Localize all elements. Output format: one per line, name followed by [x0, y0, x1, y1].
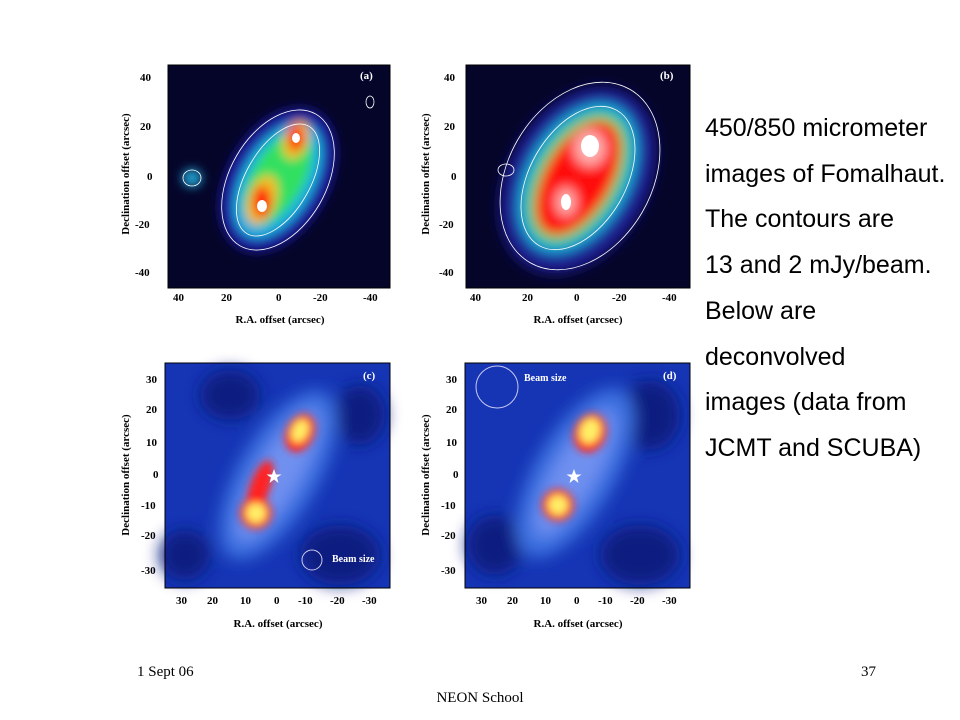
x-tick: 0	[574, 595, 580, 607]
x-tick: 40	[470, 292, 481, 304]
x-tick: 0	[574, 292, 580, 304]
y-tick: 0	[453, 469, 459, 481]
x-tick: 0	[274, 595, 280, 607]
panel-b: Declination offset (arcsec) 40 20 0 -20 …	[410, 60, 700, 340]
y-tick: 20	[444, 121, 455, 133]
y-tick: 0	[147, 171, 153, 183]
y-tick: 0	[451, 171, 457, 183]
x-tick: -40	[662, 292, 677, 304]
y-tick: 10	[446, 437, 457, 449]
x-tick: 30	[476, 595, 487, 607]
x-tick: -20	[313, 292, 328, 304]
y-tick: -30	[441, 565, 456, 577]
caption-line: 450/850 micrometer	[705, 114, 928, 142]
x-tick: 30	[176, 595, 187, 607]
panel-letter: (d)	[663, 370, 677, 382]
y-tick: -20	[141, 530, 156, 542]
y-tick: -20	[439, 219, 454, 231]
y-tick: 20	[140, 121, 151, 133]
map-image-a	[167, 64, 391, 289]
y-tick: 40	[140, 72, 151, 84]
y-tick: -30	[141, 565, 156, 577]
page-number: 37	[861, 664, 876, 680]
y-tick: 10	[146, 437, 157, 449]
x-tick: -20	[612, 292, 627, 304]
panel-letter: (a)	[360, 70, 373, 82]
y-tick: 30	[146, 374, 157, 386]
caption-line: images (data from	[705, 388, 907, 417]
panel-letter: (b)	[660, 70, 674, 82]
map-image-d	[464, 362, 691, 589]
caption-text: 450/850 micrometer images of Fomalhaut. …	[705, 106, 957, 472]
caption-line: The contours are	[705, 205, 894, 234]
caption-line: 13 and 2 mJy/beam.	[705, 251, 932, 280]
x-tick: -10	[298, 595, 313, 607]
caption-line: deconvolved	[705, 342, 846, 371]
caption-line: JCMT and SCUBA)	[705, 433, 922, 462]
footer-date: 1 Sept 06	[137, 664, 194, 680]
x-axis-label: R.A. offset (arcsec)	[533, 314, 623, 326]
beam-size-label: Beam size	[332, 554, 375, 565]
x-tick: -20	[330, 595, 345, 607]
x-tick: 40	[173, 292, 184, 304]
caption-line: images of Fomalhaut.	[705, 159, 946, 188]
x-tick: -10	[598, 595, 613, 607]
panel-a: Declination offset (arcsec) 40 20 0 -20 …	[110, 60, 400, 340]
y-tick: -20	[135, 219, 150, 231]
panel-letter: (c)	[363, 370, 376, 382]
beam-size-label: Beam size	[524, 373, 567, 384]
x-axis-label: R.A. offset (arcsec)	[533, 618, 623, 630]
x-tick: 20	[507, 595, 518, 607]
y-tick: -10	[441, 500, 456, 512]
x-tick: 20	[207, 595, 218, 607]
panel-c: Declination offset (arcsec) 30 20 10 0 -…	[110, 355, 400, 645]
y-tick: -10	[141, 500, 156, 512]
map-image-b	[465, 64, 691, 289]
x-tick: -20	[630, 595, 645, 607]
x-tick: -30	[362, 595, 377, 607]
x-tick: 20	[221, 292, 232, 304]
y-tick: 30	[446, 374, 457, 386]
x-tick: -30	[662, 595, 677, 607]
y-tick: 20	[146, 404, 157, 416]
x-axis-label: R.A. offset (arcsec)	[235, 314, 325, 326]
y-tick: 40	[444, 72, 455, 84]
panel-d: Declination offset (arcsec) 30 20 10 0 -…	[410, 355, 700, 645]
x-tick: 10	[540, 595, 551, 607]
x-tick: 10	[240, 595, 251, 607]
x-tick: 0	[276, 292, 282, 304]
footer-school: NEON School	[436, 690, 524, 706]
y-tick: -40	[439, 267, 454, 279]
x-tick: -40	[363, 292, 378, 304]
y-tick: -40	[135, 267, 150, 279]
x-tick: 20	[522, 292, 533, 304]
map-image-c	[160, 362, 391, 589]
y-tick: 0	[153, 469, 159, 481]
x-axis-label: R.A. offset (arcsec)	[233, 618, 323, 630]
y-tick: 20	[446, 404, 457, 416]
y-tick: -20	[441, 530, 456, 542]
caption-line: Below are	[705, 296, 817, 325]
